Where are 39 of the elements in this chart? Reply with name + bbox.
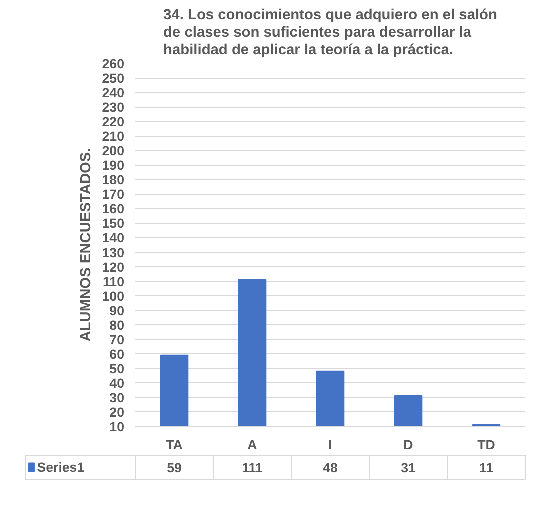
y-tick-label: 20 [110, 404, 125, 420]
y-axis-title: ALUMNOS ENCUESTADOS. [78, 148, 94, 342]
y-tick-label: 50 [110, 361, 125, 376]
y-tick-label: 110 [103, 274, 125, 290]
chart-title: 34. Los conocimientos que adquiero en el salón de clases son suficientes para desarrollar la habilidad de aplicar la teoría a la práctica. [164, 7, 498, 58]
y-tick-label: 230 [102, 100, 125, 116]
y-tick-label: 40 [110, 376, 125, 391]
y-tick-label: 260 [102, 56, 125, 72]
y-tick-label: 100 [102, 288, 125, 304]
y-tick-label: 70 [110, 332, 125, 348]
y-tick-label: 180 [102, 172, 125, 188]
y-tick-label: 200 [102, 144, 125, 159]
y-tick-label: 190 [102, 158, 125, 174]
data-label: 31 [401, 460, 416, 476]
y-tick-label: 220 [102, 114, 125, 130]
y-tick-label: 140 [102, 230, 125, 246]
y-tick-label: 10 [110, 420, 125, 434]
y-tick-label: 240 [102, 86, 125, 101]
x-tick-label: TD [478, 438, 496, 452]
y-tick-label: 80 [110, 318, 125, 333]
data-label: 59 [167, 460, 182, 476]
y-tick-label: 120 [102, 260, 125, 275]
y-tick-label: 60 [110, 346, 125, 362]
x-tick-label: A [248, 438, 258, 452]
y-tick-label: 130 [102, 245, 125, 260]
x-tick-label: I [328, 438, 332, 452]
y-tick-label: 160 [102, 202, 125, 217]
x-tick-label: TA [166, 438, 184, 452]
x-tick-label: D [404, 438, 414, 452]
y-tick-label: 90 [110, 303, 125, 318]
y-tick-label: 30 [110, 390, 125, 406]
y-tick-label: 210 [102, 129, 125, 144]
y-tick-label: 150 [102, 216, 125, 232]
data-label: 48 [323, 460, 338, 476]
y-tick-label: 250 [102, 71, 125, 86]
legend-label: Series1 [37, 460, 86, 475]
y-tick-label: 170 [102, 187, 125, 202]
data-label: 11 [479, 460, 494, 476]
data-label: 111 [242, 460, 264, 476]
